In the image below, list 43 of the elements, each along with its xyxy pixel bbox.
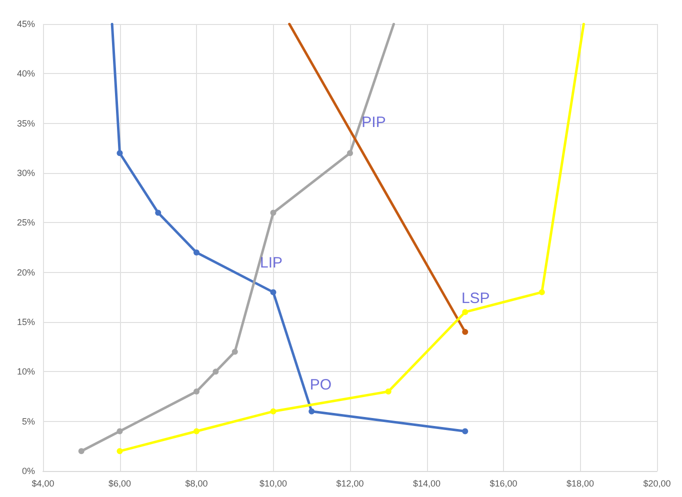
annotation: PIP [362, 114, 386, 132]
point [78, 448, 84, 454]
y-tick-label: 30% [16, 168, 35, 178]
point [194, 249, 200, 256]
x-tick-label: $20,00 [643, 478, 671, 488]
x-tick-label: $10,00 [259, 478, 288, 488]
x-tick-label: $6,00 [108, 478, 132, 488]
y-tick-label: 10% [16, 366, 35, 377]
point [385, 388, 392, 395]
y-tick-label: 40% [16, 68, 35, 79]
point [538, 289, 545, 296]
y-tick-label: 20% [16, 267, 35, 278]
point [194, 388, 200, 395]
x-tick-label: $12,00 [336, 478, 364, 488]
x-tick-label: $14,00 [412, 478, 441, 488]
point [270, 210, 276, 216]
y-tick-label: 5% [22, 416, 35, 426]
annotation: LIP [260, 254, 282, 272]
y-tick-label: 0% [22, 466, 35, 476]
point [116, 150, 123, 156]
annotation: LSP [461, 290, 490, 308]
point [270, 408, 276, 414]
point [116, 448, 123, 454]
annotation: PO [310, 376, 332, 394]
y-tick-label: 25% [16, 218, 35, 228]
point [270, 289, 276, 296]
point [232, 348, 238, 355]
y-tick-label: 45% [16, 19, 35, 29]
point [155, 210, 162, 216]
point [462, 428, 468, 434]
point [347, 150, 353, 156]
x-tick-label: $8,00 [185, 478, 208, 488]
x-tick-label: $16,00 [490, 478, 518, 488]
point [194, 428, 200, 434]
point [308, 408, 315, 414]
point [462, 328, 468, 335]
point [462, 309, 468, 316]
point [212, 368, 219, 375]
y-tick-label: 15% [16, 317, 35, 327]
x-tick-label: $4,00 [32, 478, 54, 488]
point [116, 428, 123, 434]
x-tick-label: $18,00 [566, 478, 594, 488]
y-tick-label: 35% [16, 118, 35, 128]
